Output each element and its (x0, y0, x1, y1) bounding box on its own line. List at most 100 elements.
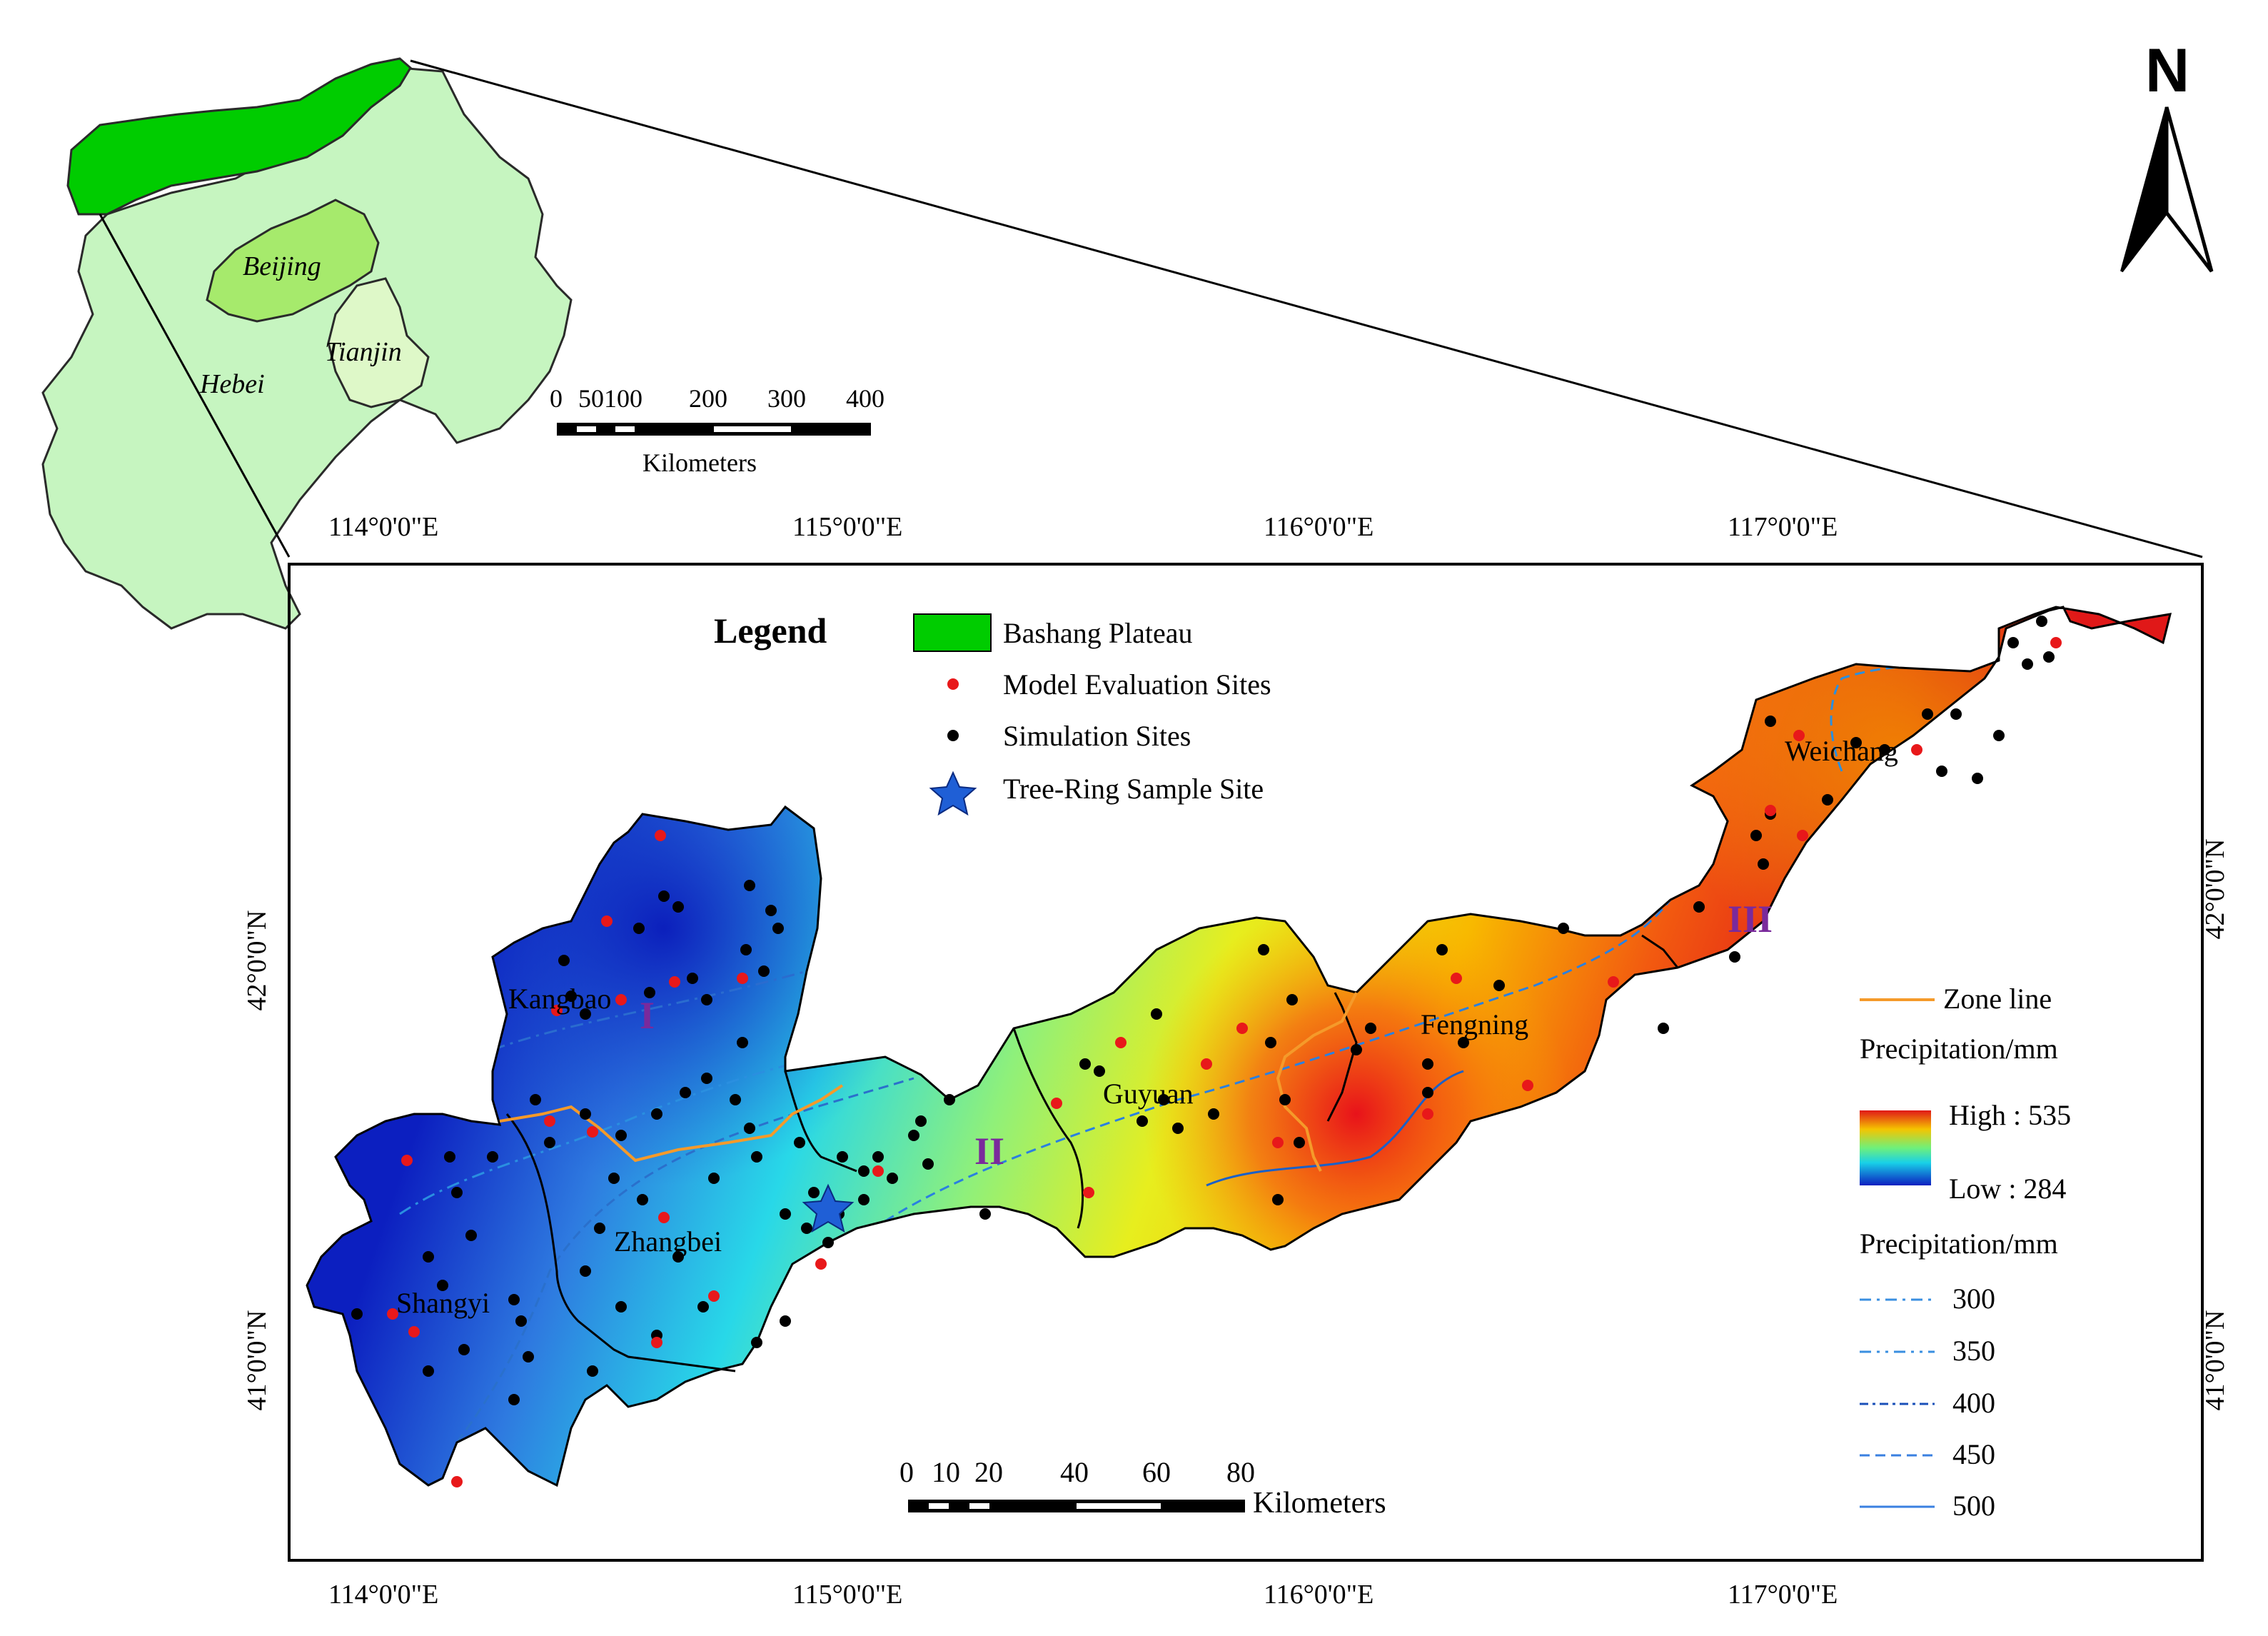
simulation-site (1822, 794, 1833, 806)
simulation-site (637, 1194, 648, 1205)
model-evaluation-site (669, 976, 680, 988)
simulation-site (1351, 1044, 1362, 1055)
simulation-site (1094, 1065, 1105, 1077)
model-evaluation-site (544, 1115, 555, 1127)
simulation-site (808, 1187, 820, 1198)
simulation-site (530, 1094, 541, 1105)
latitude-labels: 42°0'0"N 41°0'0"N 42°0'0"N 41°0'0"N (242, 839, 2230, 1411)
simulation-site (608, 1173, 620, 1184)
model-evaluation-site (1765, 805, 1776, 816)
legend-black-dot (947, 730, 959, 741)
simulation-site (737, 1037, 748, 1048)
simulation-site (1972, 773, 1983, 784)
simulation-site (508, 1394, 520, 1405)
model-evaluation-site (1608, 976, 1619, 988)
place-guyuan: Guyuan (1103, 1078, 1194, 1110)
simulation-site (423, 1251, 434, 1263)
simulation-site (1172, 1123, 1184, 1134)
simulation-site (672, 1251, 684, 1263)
simulation-site (908, 1130, 919, 1141)
simulation-site (1558, 923, 1569, 934)
zoom-line-left (99, 214, 291, 558)
simulation-site (701, 994, 712, 1005)
simulation-site (644, 987, 655, 998)
simulation-site (558, 955, 570, 966)
simulation-site (872, 1151, 884, 1163)
simulation-site (837, 1151, 848, 1163)
simulation-site (858, 1165, 870, 1177)
model-evaluation-sites (387, 637, 2062, 1487)
precip-low: Low : 284 (1949, 1173, 2066, 1205)
legend-simulation-label: Simulation Sites (1003, 720, 1191, 752)
simulation-site (979, 1208, 991, 1220)
simulation-site (658, 890, 670, 902)
model-evaluation-site (408, 1326, 420, 1338)
model-evaluation-site (1201, 1058, 1212, 1070)
model-evaluation-site (651, 1337, 662, 1348)
simulation-site (1279, 1094, 1291, 1105)
zone-labels: I II III (640, 898, 1773, 1173)
legend-evaluation-label: Model Evaluation Sites (1003, 668, 1271, 701)
model-evaluation-site (1793, 730, 1805, 741)
simulation-site (1365, 1023, 1376, 1034)
simulation-site (822, 1237, 834, 1248)
precip-ramp (1860, 1110, 1931, 1185)
simulation-site (751, 1337, 762, 1348)
model-evaluation-site (1051, 1098, 1062, 1109)
model-evaluation-site (1911, 744, 1922, 756)
simulation-site (1758, 858, 1769, 870)
zone-label-3: III (1728, 898, 1773, 940)
inset-scale-tick-2: 200 (689, 384, 727, 413)
simulation-site (1693, 901, 1705, 913)
simulation-site (1151, 1008, 1162, 1020)
simulation-site (451, 1187, 463, 1198)
longitude-labels-bottom: 114°0'0"E 115°0'0"E 116°0'0"E 117°0'0"E (328, 1580, 1838, 1610)
contour-400 (455, 1077, 914, 1443)
model-evaluation-site (655, 830, 666, 841)
model-evaluation-site (1522, 1080, 1533, 1091)
model-evaluation-site (387, 1308, 398, 1320)
legend-bashang-label: Bashang Plateau (1003, 617, 1193, 649)
simulation-site (444, 1151, 455, 1163)
simulation-site (744, 880, 755, 891)
simulation-site (944, 1094, 955, 1105)
contour-legend-300: 300 (1952, 1283, 1995, 1315)
simulation-site (2036, 616, 2047, 627)
precipitation-legend: Zone line Precipitation/mm High : 535 Lo… (1860, 983, 2071, 1522)
simulation-site (2007, 637, 2019, 648)
simulation-site (458, 1344, 470, 1355)
simulation-site (487, 1151, 498, 1163)
simulation-site (772, 923, 784, 934)
place-zhangbei: Zhangbei (614, 1225, 722, 1258)
main-scale-tick-1: 10 (932, 1456, 960, 1488)
model-evaluation-site (1797, 830, 1808, 841)
simulation-site (2043, 651, 2055, 663)
main-scale-tick-3: 40 (1060, 1456, 1089, 1488)
simulation-site (1136, 1115, 1148, 1127)
place-weichang: Weichang (1785, 735, 1898, 767)
zoom-line-top (410, 59, 2203, 558)
simulation-site (651, 1108, 662, 1120)
simulation-site (730, 1094, 741, 1105)
simulation-site (1493, 980, 1505, 991)
contour-title: Precipitation/mm (1860, 1228, 2058, 1260)
model-evaluation-site (451, 1476, 463, 1487)
simulation-site (515, 1315, 527, 1327)
simulation-site (633, 923, 645, 934)
simulation-site (1458, 1037, 1469, 1048)
legend-bashang-swatch (913, 613, 992, 652)
legend-title: Legend (714, 611, 827, 651)
model-evaluation-site (401, 1155, 413, 1166)
simulation-site (765, 905, 777, 916)
simulation-site (744, 1123, 755, 1134)
model-evaluation-site (1422, 1108, 1433, 1120)
simulation-site (1208, 1108, 1219, 1120)
model-evaluation-site (1115, 1037, 1127, 1048)
simulation-site (1258, 944, 1269, 955)
contour-legend-500: 500 (1952, 1490, 1995, 1522)
simulation-site (672, 901, 684, 913)
bashang-inset-region (66, 57, 412, 216)
simulation-site (1422, 1087, 1433, 1098)
simulation-site (1922, 708, 1933, 720)
